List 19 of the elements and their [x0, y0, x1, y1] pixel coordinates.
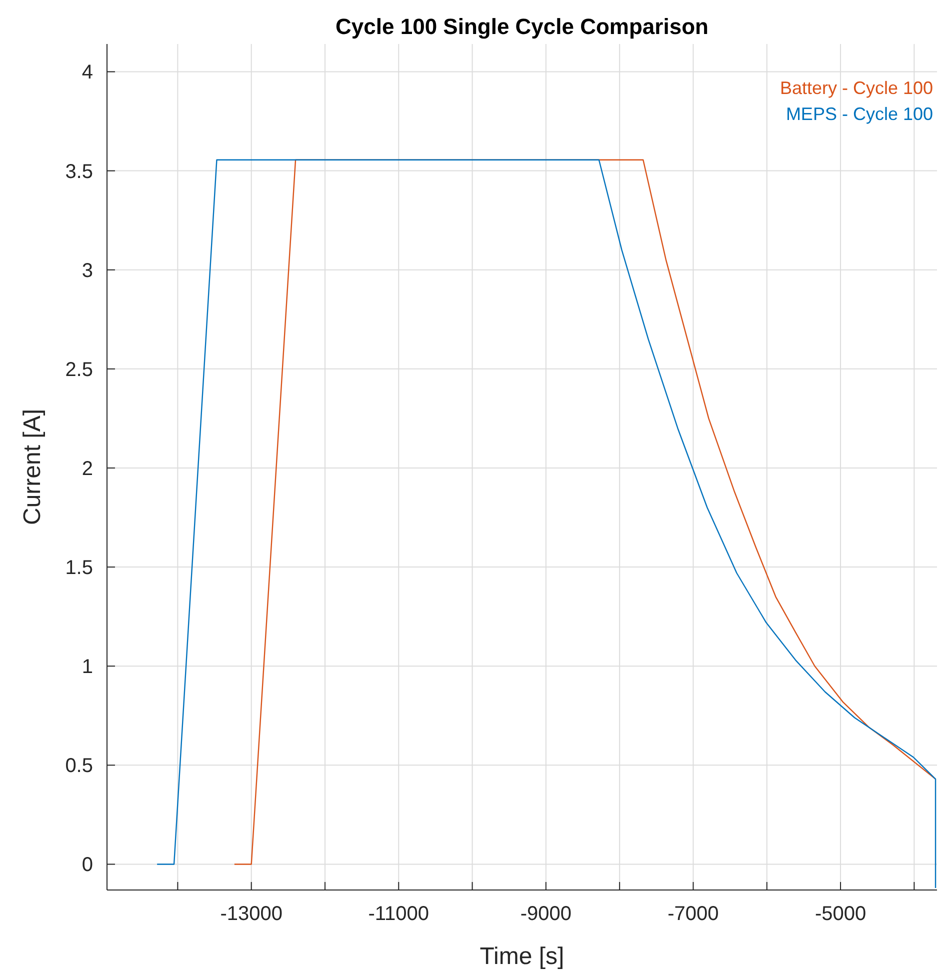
text: MEPS - Cycle 100 — [786, 104, 933, 124]
y-tick-label: 1.5 — [65, 557, 93, 580]
x-tick-label: -7000 — [668, 903, 719, 925]
y-tick-label: 2.5 — [65, 358, 93, 381]
x-tick-label: -13000 — [220, 903, 282, 925]
y-tick-label: 4 — [82, 62, 93, 84]
x-tick-label: -9000 — [520, 903, 572, 925]
x-tick-label: -5000 — [814, 903, 866, 925]
y-axis-title: Current [A] — [19, 408, 46, 526]
y-tick-label: 3 — [82, 260, 93, 282]
y-tick-label: 0.5 — [65, 755, 93, 778]
y-tick-label: 2 — [82, 458, 93, 480]
x-axis-title: Time [s] — [480, 943, 564, 970]
y-tick-label: 0 — [82, 854, 93, 876]
chart-title: Cycle 100 Single Cycle Comparison — [336, 14, 708, 39]
x-tick-label: -11000 — [368, 903, 430, 925]
y-tick-label: 1 — [82, 656, 93, 678]
text: Battery - Cycle 100 — [780, 78, 933, 98]
y-tick-label: 3.5 — [65, 160, 93, 183]
